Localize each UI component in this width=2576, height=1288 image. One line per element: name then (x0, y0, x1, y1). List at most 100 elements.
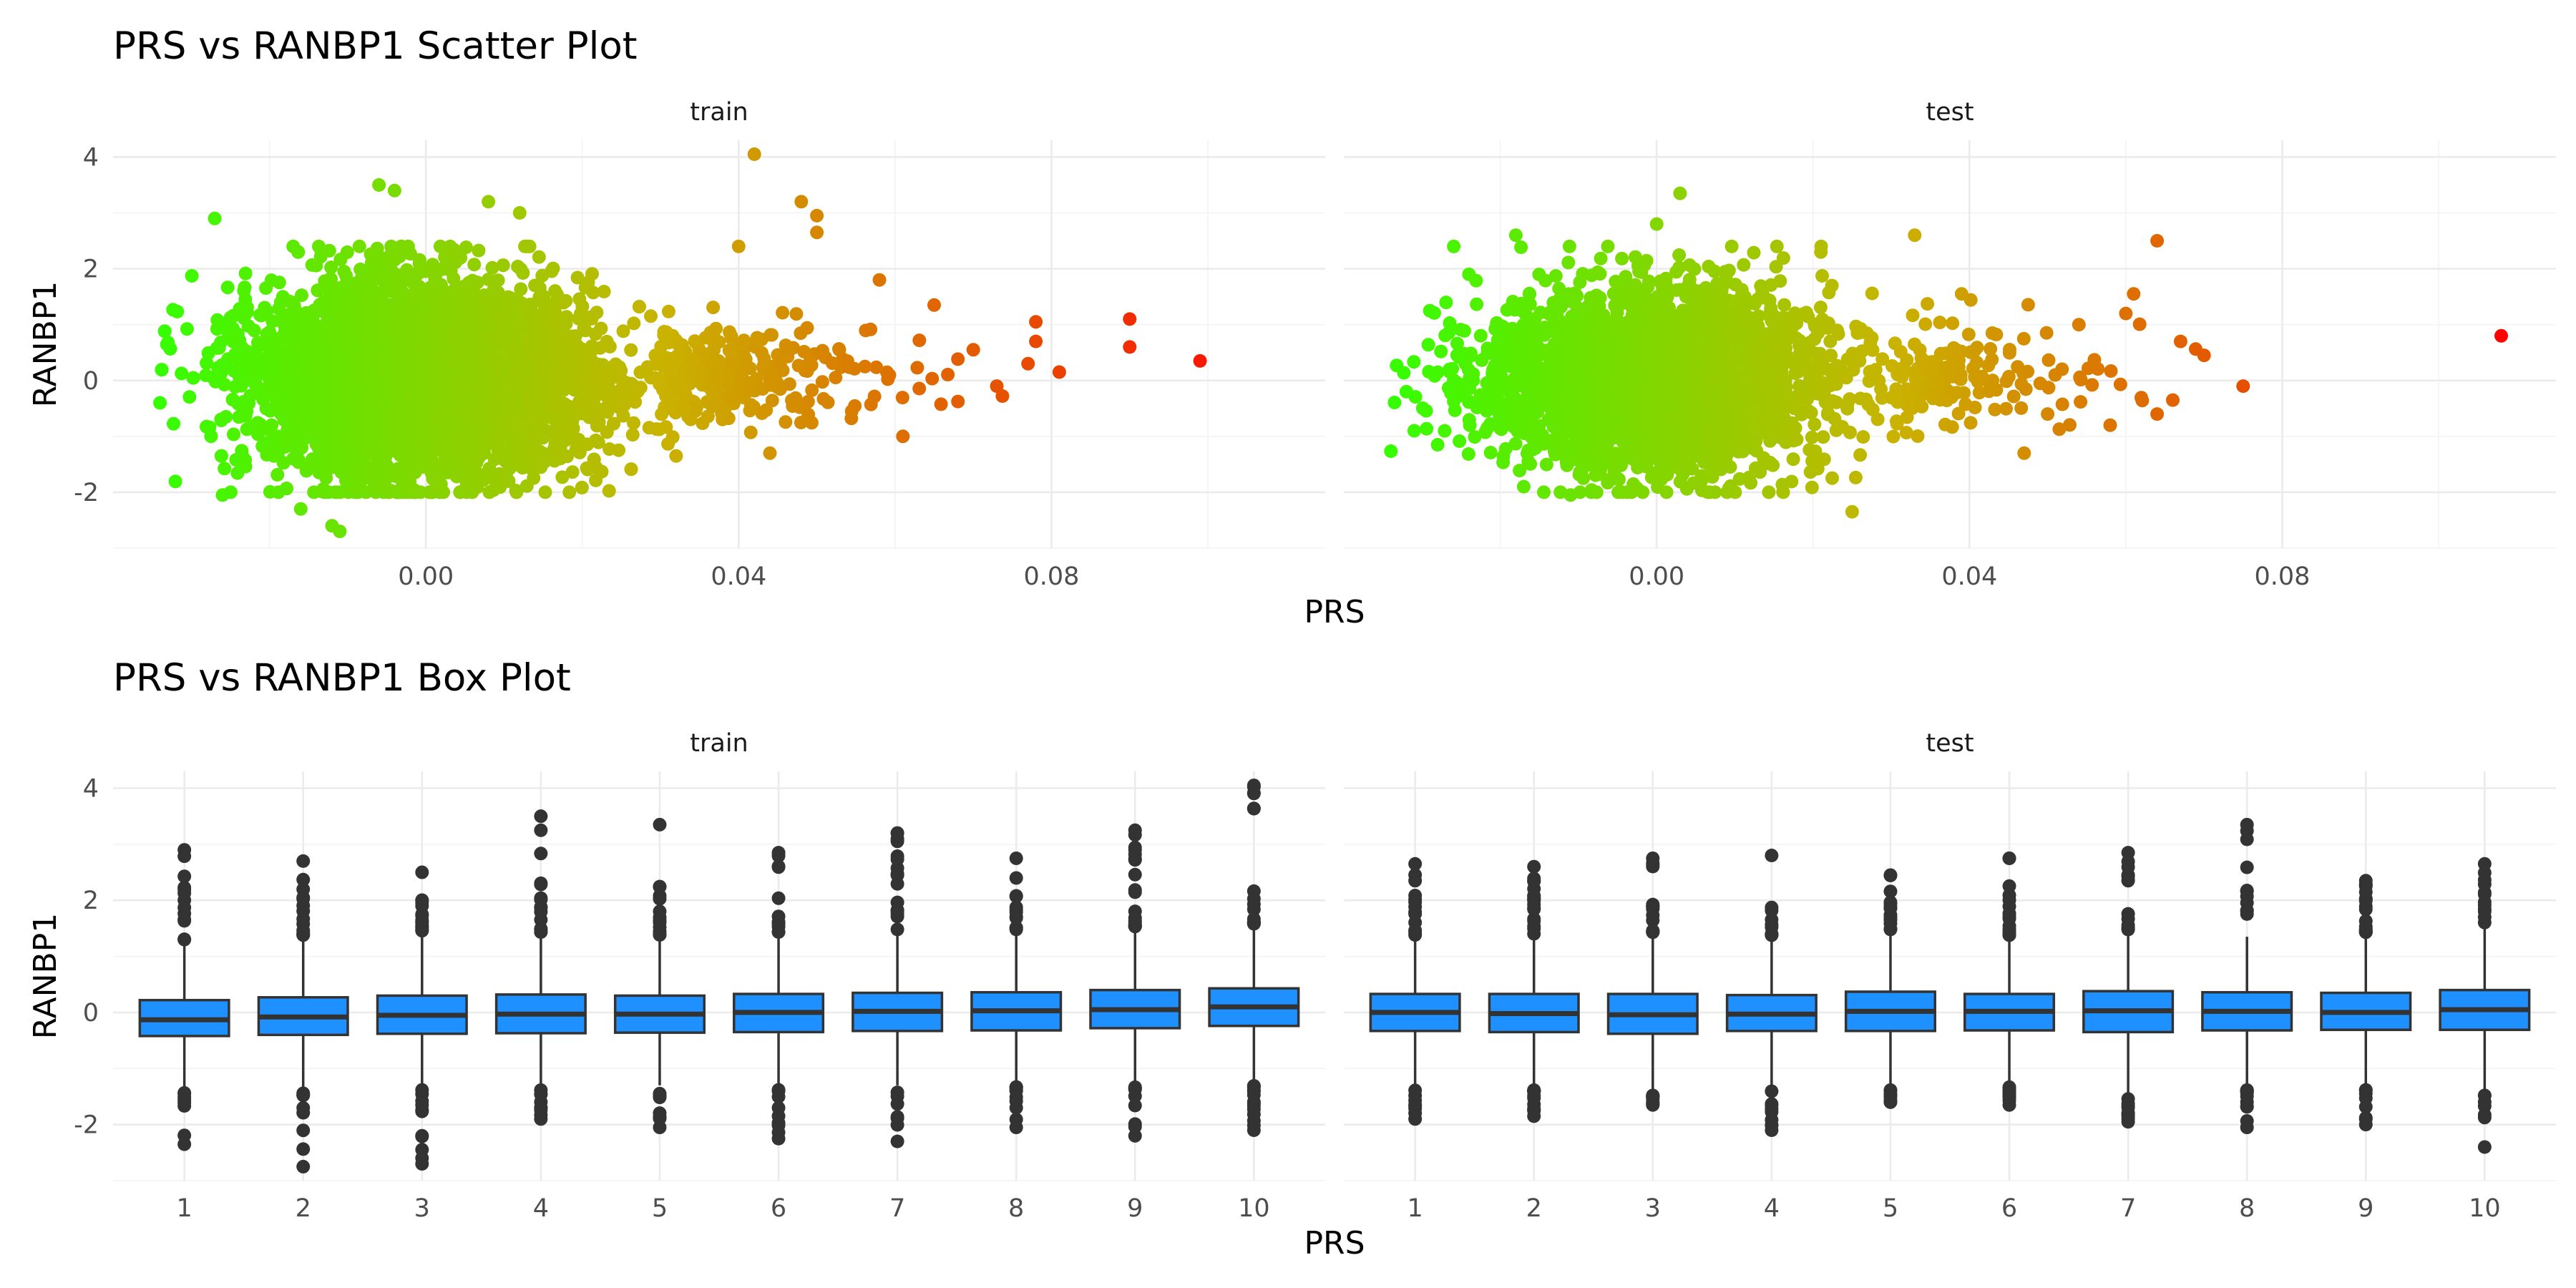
scatter-point (286, 296, 301, 310)
scatter-point (273, 350, 287, 364)
scatter-point (309, 258, 323, 273)
scatter-point (585, 311, 599, 326)
scatter-point (393, 351, 407, 365)
scatter-point (344, 467, 358, 481)
scatter-point (260, 304, 274, 318)
scatter-point (167, 416, 180, 431)
scatter-point (472, 243, 486, 258)
scatter-point (429, 328, 444, 343)
scatter-point (627, 316, 641, 331)
scatter-point (440, 306, 454, 321)
scatter-plot-title: PRS vs RANBP1 Scatter Plot (113, 24, 638, 68)
scatter-point (632, 300, 646, 314)
scatter-point (391, 289, 406, 303)
scatter-point (485, 471, 499, 485)
scatter-point (514, 447, 528, 462)
scatter-point (301, 318, 316, 332)
scatter-point (387, 469, 401, 483)
scatter-point (575, 406, 590, 421)
scatter-point (649, 422, 663, 436)
scatter-points-train (153, 147, 1207, 539)
scatter-point (547, 338, 562, 352)
scatter-point (185, 269, 199, 283)
scatter-point (552, 322, 566, 336)
scatter-point (280, 482, 293, 496)
scatter-point (601, 379, 615, 394)
scatter-point (214, 449, 228, 463)
scatter-point (352, 239, 366, 253)
scatter-point (559, 294, 573, 308)
scatter-point (235, 448, 249, 462)
scatter-point (278, 440, 292, 454)
scatter-point (498, 454, 512, 468)
scatter-point (265, 314, 280, 328)
scatter-point (466, 385, 480, 399)
scatter-point (555, 470, 570, 484)
scatter-point (199, 369, 213, 382)
scatter-point (220, 361, 234, 375)
scatter-point (228, 347, 242, 361)
scatter-point (312, 239, 326, 253)
scatter-point (433, 239, 447, 253)
scatter-point (600, 335, 614, 348)
scatter-point (218, 378, 232, 391)
scatter-point (485, 260, 499, 275)
scatter-point (570, 270, 585, 285)
scatter-point (607, 416, 620, 431)
scatter-point (516, 266, 530, 280)
scatter-point (594, 321, 608, 336)
scatter-point (259, 401, 273, 416)
scatter-point (238, 266, 253, 280)
scatter-point (212, 341, 226, 355)
scatter-point (575, 356, 590, 371)
scatter-point (597, 285, 611, 298)
scatter-point (408, 465, 422, 479)
scatter-point (459, 240, 473, 255)
scatter-point (562, 485, 577, 499)
scatter-point (168, 474, 182, 489)
scatter-point (532, 250, 546, 264)
scatter-point (624, 343, 638, 357)
scatter-point (580, 462, 595, 477)
scatter-point (562, 399, 576, 414)
scatter-point (587, 452, 601, 467)
scatter-point (233, 379, 247, 393)
scatter-point (476, 299, 490, 313)
scatter-panel-train: train 0.00 0.04 0.08 (113, 98, 1325, 591)
scatter-point (616, 409, 630, 423)
scatter-point (391, 425, 405, 439)
scatter-point (225, 393, 240, 406)
scatter-point (499, 467, 514, 481)
scatter-point (370, 241, 384, 255)
scatter-point (200, 356, 214, 370)
scatter-point (569, 433, 583, 447)
scatter-point (453, 485, 467, 499)
scatter-point (487, 483, 501, 497)
scatter-point (625, 428, 640, 442)
scatter-point (351, 485, 365, 499)
scatter-point (644, 309, 658, 323)
scatter-point (627, 416, 640, 430)
scatter-point (226, 309, 240, 323)
scatter-point (219, 410, 233, 424)
scatter-point (482, 273, 496, 286)
scatter-point (405, 272, 419, 286)
scatter-point (467, 258, 482, 272)
scatter-point (238, 459, 253, 474)
scatter-point (578, 280, 592, 295)
scatter-point (163, 341, 177, 356)
scatter-point (522, 239, 537, 253)
scatter-point (233, 333, 247, 348)
scatter-point (572, 311, 586, 326)
scatter-point (552, 426, 567, 441)
scatter-point (452, 469, 466, 483)
scatter-point (261, 340, 275, 354)
scatter-point (562, 416, 576, 431)
scatter-point (305, 457, 319, 471)
scatter-point (589, 473, 603, 487)
scatter-point (276, 456, 291, 470)
scatter-point (220, 280, 235, 295)
scatter-point (487, 435, 502, 449)
scatter-point (247, 323, 261, 338)
scatter-point (353, 263, 368, 276)
